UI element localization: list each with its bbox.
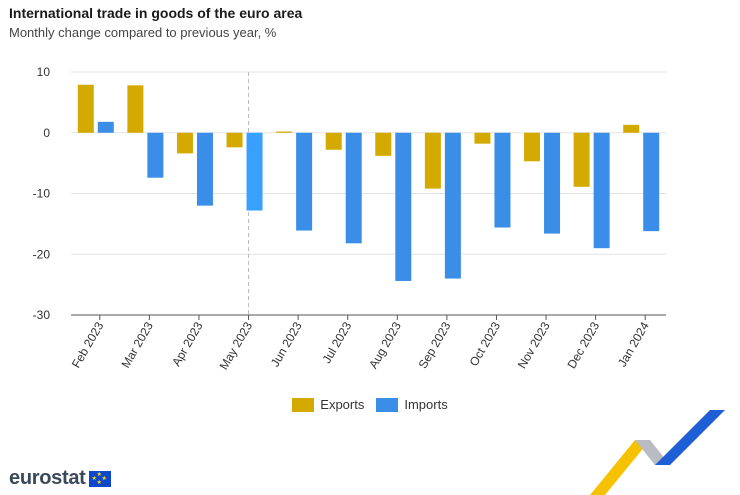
bar-imports-11 (643, 132, 660, 232)
bar-exports-6 (375, 132, 392, 156)
bar-exports-0 (77, 84, 94, 133)
legend-item-exports[interactable]: Exports (292, 397, 364, 412)
bar-exports-8 (474, 132, 491, 144)
y-tick-label: 10 (37, 65, 51, 79)
legend-swatch-exports (292, 397, 315, 412)
legend-label-exports: Exports (320, 397, 365, 412)
x-tick-label: Oct 2023 (467, 319, 504, 368)
bar-imports-7 (444, 132, 461, 279)
chart-title: International trade in goods of the euro… (9, 5, 303, 21)
bar-exports-11 (623, 124, 640, 133)
legend-item-imports[interactable]: Imports (376, 397, 448, 412)
bar-exports-7 (424, 132, 441, 189)
bar-exports-4 (276, 131, 293, 133)
bar-exports-10 (573, 132, 590, 187)
bar-imports-4 (296, 132, 313, 231)
x-tick-label: Aug 2023 (366, 319, 404, 371)
bar-imports-5 (345, 132, 362, 244)
chart-legend: Exports Imports (0, 397, 740, 412)
x-tick-label: Dec 2023 (564, 319, 602, 371)
bar-exports-9 (524, 132, 541, 162)
x-tick-label: Jan 2024 (615, 319, 652, 369)
bar-imports-10 (593, 132, 610, 249)
bar-imports-0 (97, 121, 114, 133)
eu-flag-icon: ★ ★ ★ ★ (88, 470, 111, 487)
bar-chart: 10 0 -10 -20 -30 Feb 2023 Mar 2023 Apr 2023 May … (33, 65, 666, 372)
x-tick-label: Feb 2023 (69, 319, 107, 370)
bar-exports-2 (176, 132, 193, 154)
x-tick-label: Apr 2023 (169, 319, 206, 368)
x-tick-label: Jun 2023 (268, 319, 305, 369)
x-tick-label: Sep 2023 (416, 319, 454, 371)
x-tick-label: Mar 2023 (118, 319, 156, 370)
y-tick-label: -20 (33, 247, 51, 261)
y-tick-label: 0 (43, 126, 50, 140)
decorative-swoosh-icon (590, 410, 725, 495)
chart-subtitle: Monthly change compared to previous year… (9, 25, 277, 40)
bar-exports-5 (325, 132, 342, 150)
y-tick-label: -10 (33, 187, 51, 201)
eurostat-logo: eurostat ★ ★ ★ ★ (9, 467, 111, 490)
x-tick-label: May 2023 (217, 319, 256, 372)
bar-imports-9 (544, 132, 561, 234)
x-tick-label: Nov 2023 (515, 319, 553, 371)
legend-label-imports: Imports (404, 397, 448, 412)
bar-imports-3 (246, 132, 263, 211)
bar-imports-6 (395, 132, 412, 281)
bar-exports-3 (226, 132, 243, 148)
logo-text: eurostat (9, 467, 86, 489)
bar-imports-2 (196, 132, 213, 206)
x-tick-label: Jul 2023 (319, 319, 354, 366)
bar-exports-1 (127, 85, 144, 133)
y-tick-label: -30 (33, 308, 51, 322)
bar-imports-1 (147, 132, 164, 178)
legend-swatch-imports (376, 397, 399, 412)
bar-imports-8 (494, 132, 511, 228)
